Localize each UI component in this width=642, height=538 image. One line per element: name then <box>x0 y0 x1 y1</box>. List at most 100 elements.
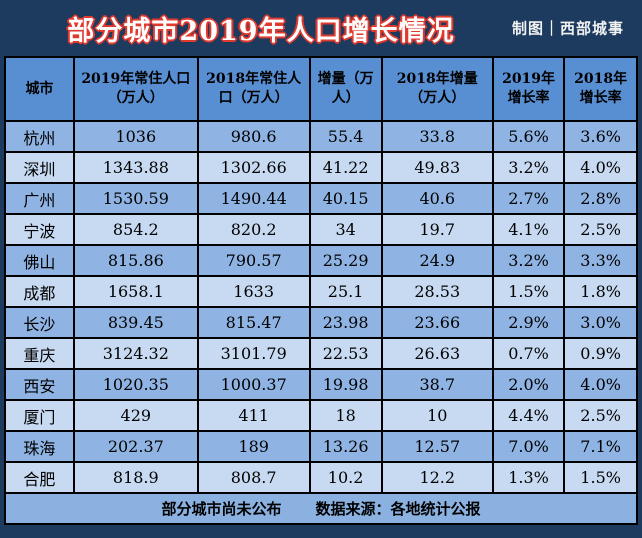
rate-2019-cell: 4.1% <box>491 213 566 246</box>
increase-2018-cell: 28.53 <box>380 275 494 308</box>
rate-2018-cell: 4.0% <box>563 151 638 184</box>
pop-2018-cell: 3101.79 <box>196 337 311 370</box>
credit-byline: 制图｜西部城事 <box>511 19 624 38</box>
rate-2018-cell: 1.8% <box>563 275 638 308</box>
table-row: 杭州 1036 980.6 55.4 33.8 5.6% 3.6% <box>4 120 638 153</box>
table-row: 厦门 429 411 18 10 4.4% 2.5% <box>4 399 638 432</box>
table-row: 重庆 3124.32 3101.79 22.53 26.63 0.7% 0.9% <box>4 337 638 370</box>
increase-cell: 40.15 <box>308 182 383 215</box>
rate-2018-cell: 0.9% <box>563 337 638 370</box>
pop-2018-cell: 790.57 <box>196 244 311 277</box>
pop-2018-cell: 980.6 <box>196 120 311 153</box>
pop-2019-cell: 1343.88 <box>72 151 199 184</box>
increase-cell: 22.53 <box>308 337 383 370</box>
header-increase: 增量（万人） <box>308 56 383 122</box>
pop-2019-cell: 854.2 <box>72 213 199 246</box>
pop-2019-cell: 3124.32 <box>72 337 199 370</box>
increase-cell: 34 <box>308 213 383 246</box>
increase-cell: 19.98 <box>308 368 383 401</box>
header-increase-2018: 2018年增量（万人） <box>380 56 494 122</box>
table-row: 合肥 818.9 808.7 10.2 12.2 1.3% 1.5% <box>4 461 638 494</box>
rate-2018-cell: 3.6% <box>563 120 638 153</box>
city-cell: 长沙 <box>4 306 75 339</box>
city-cell: 宁波 <box>4 213 75 246</box>
increase-cell: 13.26 <box>308 430 383 463</box>
footer-row: 部分城市尚未公布 数据来源：各地统计公报 <box>4 492 638 525</box>
table-row: 佛山 815.86 790.57 25.29 24.9 3.2% 3.3% <box>4 244 638 277</box>
header-city: 城市 <box>4 56 75 122</box>
city-cell: 重庆 <box>4 337 75 370</box>
rate-2019-cell: 3.2% <box>491 151 566 184</box>
rate-2019-cell: 2.7% <box>491 182 566 215</box>
pop-2018-cell: 808.7 <box>196 461 311 494</box>
data-source: 数据来源：各地统计公报 <box>315 500 481 518</box>
increase-2018-cell: 19.7 <box>380 213 494 246</box>
rate-2018-cell: 1.5% <box>563 461 638 494</box>
header-growth-rate-2018: 2018年增长率 <box>563 56 638 122</box>
rate-2018-cell: 3.0% <box>563 306 638 339</box>
rate-2018-cell: 2.5% <box>563 213 638 246</box>
increase-cell: 18 <box>308 399 383 432</box>
table-row: 成都 1658.1 1633 25.1 28.53 1.5% 1.8% <box>4 275 638 308</box>
city-cell: 珠海 <box>4 430 75 463</box>
pop-2018-cell: 815.47 <box>196 306 311 339</box>
population-table: 城市 2019年常住人口（万人） 2018年常住人口（万人） 增量（万人） 20… <box>4 56 638 525</box>
increase-2018-cell: 10 <box>380 399 494 432</box>
pop-2018-cell: 189 <box>196 430 311 463</box>
increase-2018-cell: 12.2 <box>380 461 494 494</box>
increase-cell: 25.1 <box>308 275 383 308</box>
pop-2019-cell: 818.9 <box>72 461 199 494</box>
increase-2018-cell: 49.83 <box>380 151 494 184</box>
increase-2018-cell: 12.57 <box>380 430 494 463</box>
rate-2018-cell: 2.8% <box>563 182 638 215</box>
rate-2018-cell: 4.0% <box>563 368 638 401</box>
pop-2018-cell: 1633 <box>196 275 311 308</box>
pop-2019-cell: 1658.1 <box>72 275 199 308</box>
increase-cell: 25.29 <box>308 244 383 277</box>
city-cell: 杭州 <box>4 120 75 153</box>
rate-2019-cell: 2.0% <box>491 368 566 401</box>
header-pop-2018: 2018年常住人口（万人） <box>196 56 311 122</box>
pop-2018-cell: 1490.44 <box>196 182 311 215</box>
increase-2018-cell: 24.9 <box>380 244 494 277</box>
pop-2019-cell: 429 <box>72 399 199 432</box>
increase-2018-cell: 38.7 <box>380 368 494 401</box>
pop-2019-cell: 202.37 <box>72 430 199 463</box>
page-title: 部分城市2019年人口增长情况 <box>67 15 455 47</box>
city-cell: 西安 <box>4 368 75 401</box>
title-bar: 部分城市2019年人口增长情况 制图｜西部城事 <box>4 0 638 56</box>
increase-cell: 10.2 <box>308 461 383 494</box>
pop-2019-cell: 1020.35 <box>72 368 199 401</box>
pop-2019-cell: 1036 <box>72 120 199 153</box>
city-cell: 佛山 <box>4 244 75 277</box>
increase-2018-cell: 33.8 <box>380 120 494 153</box>
rate-2019-cell: 2.9% <box>491 306 566 339</box>
table-header-row: 城市 2019年常住人口（万人） 2018年常住人口（万人） 增量（万人） 20… <box>4 56 638 122</box>
rate-2018-cell: 7.1% <box>563 430 638 463</box>
header-growth-rate-2019: 2019年增长率 <box>491 56 566 122</box>
table-footer: 部分城市尚未公布 数据来源：各地统计公报 <box>4 492 638 525</box>
city-cell: 深圳 <box>4 151 75 184</box>
increase-cell: 23.98 <box>308 306 383 339</box>
footer-note: 部分城市尚未公布 <box>161 500 282 518</box>
city-cell: 厦门 <box>4 399 75 432</box>
pop-2018-cell: 1000.37 <box>196 368 311 401</box>
city-cell: 成都 <box>4 275 75 308</box>
table-row: 深圳 1343.88 1302.66 41.22 49.83 3.2% 4.0% <box>4 151 638 184</box>
pop-2019-cell: 839.45 <box>72 306 199 339</box>
city-cell: 合肥 <box>4 461 75 494</box>
pop-2018-cell: 1302.66 <box>196 151 311 184</box>
increase-cell: 41.22 <box>308 151 383 184</box>
pop-2019-cell: 1530.59 <box>72 182 199 215</box>
city-cell: 广州 <box>4 182 75 215</box>
rate-2019-cell: 3.2% <box>491 244 566 277</box>
increase-2018-cell: 26.63 <box>380 337 494 370</box>
rate-2018-cell: 2.5% <box>563 399 638 432</box>
rate-2018-cell: 3.3% <box>563 244 638 277</box>
rate-2019-cell: 7.0% <box>491 430 566 463</box>
table-row: 珠海 202.37 189 13.26 12.57 7.0% 7.1% <box>4 430 638 463</box>
increase-2018-cell: 40.6 <box>380 182 494 215</box>
rate-2019-cell: 5.6% <box>491 120 566 153</box>
rate-2019-cell: 1.5% <box>491 275 566 308</box>
